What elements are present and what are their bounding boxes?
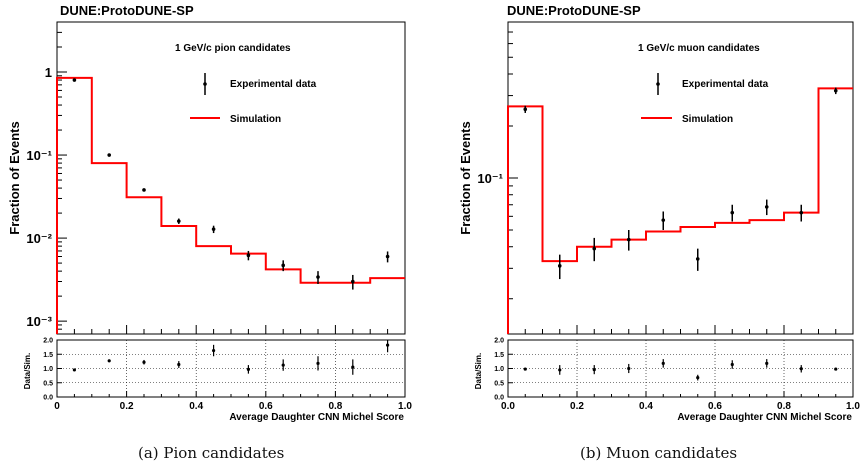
ratio-point [627,366,631,371]
ratio-y-tick-label: 0.5 [494,380,504,387]
data-point [72,78,77,82]
data-point [385,254,390,259]
y-tick-label: 10⁻² [26,231,52,246]
ratio-point [730,362,734,367]
data-point [661,218,666,222]
y-tick-label: 10⁻¹ [477,171,503,186]
ratio-y-tick-label: 1.0 [494,366,504,373]
ratio-point [834,367,838,371]
simulation-histogram [56,76,405,334]
caption-a: (a) Pion candidates [138,444,285,462]
main-plot-frame [507,21,854,335]
data-point [626,237,631,242]
ratio-y-tick-label: 1.5 [494,352,504,359]
x-tick-label: 0.0 [501,401,515,412]
data-point [281,263,286,268]
x-tick-label: 0.4 [189,401,203,412]
x-tick-label: 0.6 [708,401,722,412]
y-tick-label: 10⁻³ [26,314,52,329]
ratio-point [212,348,216,353]
chart-title: DUNE:ProtoDUNE-SP [507,3,641,18]
legend-data-label: Experimental data [682,79,769,90]
ratio-point [592,368,596,372]
ratio-y-tick-label: 0.0 [494,395,504,402]
ratio-point [246,367,250,371]
x-tick-label: 0.2 [120,401,134,412]
main-plot: 10⁻¹ [477,21,854,334]
annotation: 1 GeV/c muon candidates [638,43,760,54]
x-tick-label: 0 [54,401,60,412]
data-point [799,210,804,215]
x-tick-label: 1.0 [846,401,860,412]
y-axis-label: Fraction of Events [7,121,22,234]
y-tick-label: 10⁻¹ [26,148,52,163]
ratio-y-tick-label: 1.5 [43,352,53,359]
x-tick-label: 0.6 [259,401,273,412]
ratio-plot: 0 0.2 0.4 0.6 0.8 1.0 0.0 0.5 1.0 1.5 2.0 [43,338,412,413]
data-point [177,219,181,223]
data-point [557,264,562,268]
x-tick-label: 1.0 [398,401,412,412]
data-point [695,257,700,261]
ratio-point [523,367,527,371]
data-point [246,253,251,258]
ratio-point [799,367,803,371]
ratio-point [351,365,355,369]
panel-pion: DUNE:ProtoDUNE-SP 10⁻³10⁻²10⁻¹1 0 0.2 0.4 0… [7,3,412,423]
data-point [764,205,769,209]
x-axis-label: Average Daughter CNN Michel Score [677,412,852,423]
legend-data-dot [203,82,207,86]
ratio-point [386,343,390,347]
ratio-point [558,368,562,372]
ratio-point [107,359,111,363]
legend-data-dot [656,82,660,86]
data-point [833,88,838,93]
x-tick-label: 0.4 [639,401,653,412]
ratio-point [661,361,665,365]
simulation-histogram [507,87,853,334]
ratio-y-tick-label: 1.0 [43,366,53,373]
ratio-y-tick-label: 2.0 [494,338,504,345]
ratio-point [316,361,320,365]
ratio-plot: 0.0 0.2 0.4 0.6 0.8 1.0 0.0 0.5 1.0 1.5 2.0 [494,338,860,413]
ratio-point [72,368,76,372]
ratio-y-axis-label: Data/Sim. [474,353,483,389]
legend-sim-label: Simulation [682,114,733,125]
x-tick-label: 0.8 [328,401,342,412]
y-tick-label: 1 [45,65,52,80]
main-plot: 10⁻³ 10⁻² 10⁻¹ 1 [26,21,406,335]
annotation: 1 GeV/c pion candidates [175,43,291,54]
chart-title: DUNE:ProtoDUNE-SP [60,3,194,18]
x-axis-label: Average Daughter CNN Michel Score [229,412,404,423]
ratio-point [281,363,285,367]
legend-sim-label: Simulation [230,114,281,125]
ratio-y-tick-label: 0.0 [43,395,53,402]
data-point [351,279,355,284]
data-point [142,188,146,192]
y-axis-label: Fraction of Events [458,121,473,234]
ratio-y-tick-label: 2.0 [43,338,53,345]
ratio-point [765,361,769,365]
data-point [523,107,528,112]
ratio-y-axis-label: Data/Sim. [23,353,32,389]
panel-muon: DUNE:ProtoDUNE-SP 10⁻¹ 0.0 0.2 0.4 0.6 0.8 1.… [458,3,860,423]
caption-b: (b) Muon candidates [580,444,738,462]
ratio-point [142,360,146,364]
ratio-point [696,376,700,380]
data-point [316,275,320,279]
data-point [107,153,111,157]
legend-data-label: Experimental data [230,79,317,90]
x-tick-label: 0.2 [570,401,584,412]
ratio-y-tick-label: 0.5 [43,380,53,387]
x-tick-label: 0.8 [777,401,791,412]
data-point [730,210,735,215]
data-point [592,246,597,251]
data-point [211,227,216,231]
ratio-point [177,362,181,367]
